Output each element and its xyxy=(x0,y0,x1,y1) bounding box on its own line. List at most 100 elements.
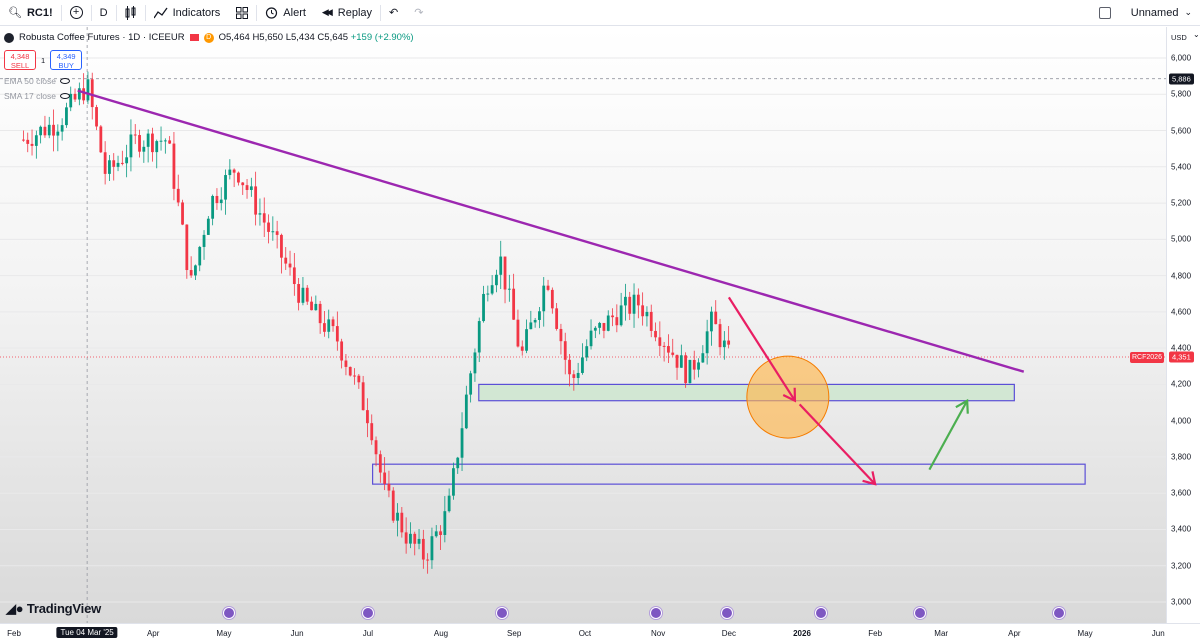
candle-up xyxy=(688,359,692,384)
legend-title[interactable]: Robusta Coffee Futures · 1D · ICEEUR xyxy=(19,32,185,43)
symbol-logo-icon xyxy=(4,32,14,43)
candle-up xyxy=(194,265,197,276)
candle-up xyxy=(159,140,163,142)
candles-icon xyxy=(125,5,136,20)
tv-logo-icon: ◢● xyxy=(6,601,24,616)
legend-open: O5,464 xyxy=(218,32,250,43)
candle-down xyxy=(391,490,395,521)
candle-up xyxy=(430,536,434,561)
candle-down xyxy=(189,270,193,276)
candle-up xyxy=(624,296,627,306)
event-marker-icon[interactable] xyxy=(913,607,926,619)
compare-button[interactable]: + xyxy=(62,0,91,26)
crosshair-date-label: Tue 04 Mar '25 xyxy=(56,627,118,638)
candle-up xyxy=(632,294,636,314)
price-tick-label: 5,600 xyxy=(1171,126,1192,136)
chart-type-button[interactable] xyxy=(117,0,145,26)
candle-up xyxy=(155,141,159,153)
candle-up xyxy=(477,321,481,353)
candle-down xyxy=(662,345,666,347)
indicator-ema[interactable]: EMA 50 close xyxy=(4,76,70,86)
time-tick-label: Mar xyxy=(934,629,949,638)
candle-up xyxy=(593,327,597,331)
price-chart[interactable] xyxy=(0,27,1166,623)
event-marker-icon[interactable] xyxy=(814,607,827,619)
currency-label[interactable]: USD xyxy=(1171,33,1187,42)
plus-circle-icon: + xyxy=(69,6,83,19)
candle-down xyxy=(43,126,47,136)
redo-button[interactable]: ↷ xyxy=(406,0,431,26)
divider xyxy=(144,4,146,21)
candle-up xyxy=(228,169,232,176)
candle-down xyxy=(520,346,524,351)
candle-down xyxy=(357,375,361,383)
divider xyxy=(90,4,92,21)
event-marker-icon[interactable] xyxy=(1053,607,1066,619)
candle-down xyxy=(516,319,520,347)
indicator-sma[interactable]: SMA 17 close xyxy=(4,91,70,101)
candle-down xyxy=(297,284,301,303)
eye-icon[interactable] xyxy=(59,93,70,99)
layout-checkbox[interactable] xyxy=(1098,6,1111,19)
sell-button[interactable]: 4,348 SELL xyxy=(4,50,36,70)
price-axis[interactable]: USD ⌄ 6,000 5,800 5,600 5,400 5,200 5,000 4,80… xyxy=(1166,27,1200,623)
event-marker-icon[interactable] xyxy=(361,607,374,619)
event-marker-icon[interactable] xyxy=(222,607,235,619)
candle-up xyxy=(224,175,227,200)
candle-down xyxy=(684,355,688,384)
candle-down xyxy=(30,143,34,146)
time-tick-label: Apr xyxy=(146,629,160,638)
indicators-button[interactable]: Indicators xyxy=(146,0,229,26)
symbol-search[interactable]: 🔍︎ RC1! xyxy=(0,0,61,26)
candle-down xyxy=(133,134,137,136)
undo-button[interactable]: ↶ xyxy=(381,0,406,26)
candle-up xyxy=(495,274,498,286)
chevron-down-icon[interactable]: ⌄ xyxy=(1184,7,1192,17)
price-tick-label: 5,400 xyxy=(1171,162,1192,172)
candle-down xyxy=(555,308,559,329)
replay-button[interactable]: ◀◀ Replay xyxy=(314,0,380,26)
rewind-icon: ◀◀ xyxy=(321,7,333,17)
time-tick-label: Sep xyxy=(507,629,522,638)
candle-up xyxy=(507,288,511,290)
candle-up xyxy=(469,373,473,395)
candle-up xyxy=(146,133,150,147)
projection-arrow-down xyxy=(798,403,876,485)
undo-icon: ↶ xyxy=(389,7,399,19)
candle-down xyxy=(628,296,632,314)
indicator-sma-label: SMA 17 close xyxy=(4,91,56,101)
price-tick-label: 4,200 xyxy=(1171,379,1192,389)
price-tick-label: 3,400 xyxy=(1171,524,1192,534)
candle-up xyxy=(219,199,223,204)
chart-pane[interactable]: Robusta Coffee Futures · 1D · ICEEUR D O… xyxy=(0,27,1166,623)
time-axis[interactable]: Feb Apr May Jun Jul Aug Sep Oct Nov Dec 2026 Feb Mar… xyxy=(0,623,1200,643)
interval-label: D xyxy=(99,6,108,19)
eye-icon[interactable] xyxy=(59,78,70,84)
candle-down xyxy=(185,224,189,271)
event-marker-icon[interactable] xyxy=(649,607,662,619)
buy-button[interactable]: 4,349 BUY xyxy=(50,50,83,70)
candle-down xyxy=(262,213,266,223)
brand-name: TradingView xyxy=(26,601,102,616)
candle-down xyxy=(439,531,442,535)
candle-down xyxy=(275,231,279,235)
candle-up xyxy=(585,346,589,358)
price-tick-label: 3,800 xyxy=(1171,452,1192,462)
divider xyxy=(60,4,62,21)
sell-label: SELL xyxy=(10,61,30,70)
candle-up xyxy=(301,287,305,303)
symbol-tag: RCF2026 xyxy=(1130,351,1164,363)
projection-arrow-down xyxy=(727,296,796,402)
layout-name[interactable]: Unnamed xyxy=(1130,6,1179,19)
interval-button[interactable]: D xyxy=(92,0,116,26)
event-marker-icon[interactable] xyxy=(496,607,509,619)
alert-button[interactable]: Alert xyxy=(257,0,314,26)
candle-up xyxy=(206,218,210,235)
event-marker-icon[interactable] xyxy=(720,607,733,619)
candle-down xyxy=(305,287,309,302)
descending-trendline xyxy=(77,89,1025,373)
tradingview-logo[interactable]: ◢● TradingView xyxy=(6,601,101,617)
templates-button[interactable] xyxy=(228,0,256,26)
candle-down xyxy=(348,366,352,376)
divider xyxy=(115,4,117,21)
